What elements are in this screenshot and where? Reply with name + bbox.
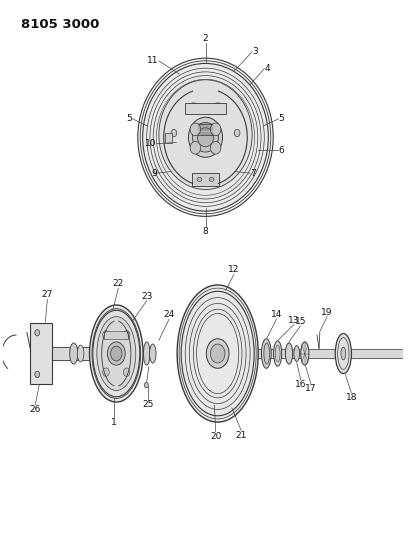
- Text: 2: 2: [203, 35, 208, 43]
- FancyBboxPatch shape: [165, 133, 172, 142]
- Ellipse shape: [123, 330, 130, 339]
- Text: 7: 7: [250, 168, 256, 177]
- Ellipse shape: [97, 317, 136, 391]
- Ellipse shape: [210, 141, 221, 154]
- Ellipse shape: [234, 130, 240, 137]
- Ellipse shape: [261, 339, 271, 368]
- Ellipse shape: [103, 330, 109, 339]
- Ellipse shape: [143, 342, 150, 365]
- Text: 8105 3000: 8105 3000: [21, 18, 99, 30]
- Text: 5: 5: [279, 114, 284, 123]
- Ellipse shape: [264, 343, 270, 364]
- Text: 10: 10: [145, 139, 157, 148]
- Ellipse shape: [123, 368, 130, 376]
- Text: 14: 14: [271, 310, 282, 319]
- FancyBboxPatch shape: [185, 103, 226, 114]
- Text: 23: 23: [141, 292, 152, 301]
- Text: 5: 5: [127, 114, 132, 123]
- Ellipse shape: [335, 334, 351, 374]
- Ellipse shape: [138, 58, 273, 216]
- Ellipse shape: [103, 368, 109, 376]
- Ellipse shape: [90, 305, 143, 402]
- Ellipse shape: [111, 346, 122, 361]
- Text: 22: 22: [113, 279, 124, 288]
- Ellipse shape: [189, 117, 222, 157]
- Text: 11: 11: [148, 56, 159, 66]
- FancyBboxPatch shape: [104, 331, 129, 339]
- Ellipse shape: [187, 103, 200, 114]
- Text: 8: 8: [203, 227, 208, 236]
- Ellipse shape: [171, 130, 177, 137]
- Ellipse shape: [210, 123, 221, 136]
- Text: 21: 21: [236, 431, 247, 440]
- Text: 6: 6: [279, 146, 284, 155]
- Text: 13: 13: [288, 316, 300, 325]
- Text: 26: 26: [30, 405, 41, 414]
- Ellipse shape: [210, 344, 225, 363]
- Ellipse shape: [143, 63, 268, 211]
- Ellipse shape: [197, 177, 202, 182]
- Text: 27: 27: [42, 290, 53, 300]
- Ellipse shape: [274, 341, 282, 366]
- Ellipse shape: [144, 383, 148, 388]
- Ellipse shape: [153, 76, 258, 199]
- Ellipse shape: [206, 339, 229, 368]
- Text: 15: 15: [295, 317, 306, 326]
- Text: 18: 18: [346, 393, 357, 402]
- Ellipse shape: [197, 128, 214, 147]
- Text: 1: 1: [111, 418, 117, 427]
- Ellipse shape: [211, 103, 224, 114]
- Ellipse shape: [159, 80, 252, 190]
- Ellipse shape: [77, 345, 84, 362]
- Ellipse shape: [341, 347, 346, 360]
- Ellipse shape: [190, 141, 201, 154]
- Ellipse shape: [285, 343, 293, 364]
- Ellipse shape: [150, 344, 156, 363]
- Ellipse shape: [35, 371, 40, 377]
- Ellipse shape: [35, 329, 40, 336]
- Ellipse shape: [177, 285, 258, 422]
- Text: 16: 16: [295, 380, 307, 389]
- Text: 12: 12: [228, 265, 240, 274]
- Ellipse shape: [70, 343, 78, 364]
- Ellipse shape: [93, 310, 140, 397]
- Ellipse shape: [107, 342, 125, 365]
- Text: 24: 24: [164, 310, 175, 319]
- Text: 19: 19: [321, 308, 333, 317]
- Text: 3: 3: [252, 47, 258, 56]
- Text: 25: 25: [142, 400, 154, 409]
- Ellipse shape: [190, 123, 201, 136]
- Ellipse shape: [275, 345, 280, 362]
- Ellipse shape: [301, 342, 309, 365]
- Ellipse shape: [192, 123, 219, 152]
- Ellipse shape: [209, 177, 214, 182]
- FancyBboxPatch shape: [30, 323, 53, 384]
- Ellipse shape: [294, 345, 300, 361]
- Text: 20: 20: [210, 432, 222, 441]
- Text: 4: 4: [264, 64, 270, 73]
- FancyBboxPatch shape: [192, 173, 219, 186]
- Text: 17: 17: [305, 384, 316, 393]
- Text: 9: 9: [151, 168, 157, 177]
